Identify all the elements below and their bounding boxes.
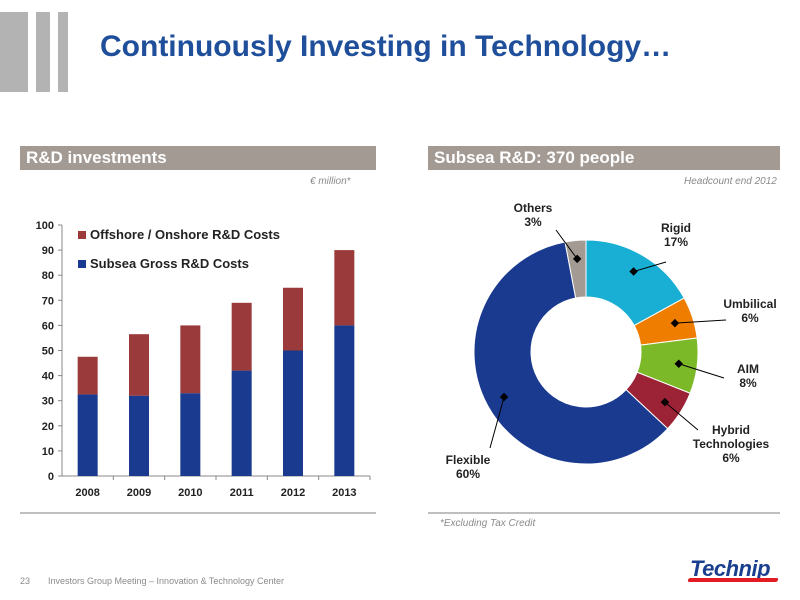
x-tick-label: 2012 (281, 487, 305, 499)
donut-slice (473, 241, 669, 465)
legend-swatch (78, 231, 86, 239)
bar-segment (231, 302, 252, 371)
slice-percent-label: 8% (739, 376, 757, 390)
bar-segment (283, 287, 303, 351)
bar-segment (283, 350, 303, 476)
slice-label: Others (514, 201, 553, 215)
bar-segment (334, 325, 355, 476)
leader-line (678, 363, 725, 379)
slice-percent-label: 6% (722, 451, 740, 465)
header-decoration-bar (36, 12, 50, 92)
leader-line (664, 401, 699, 431)
leader-line (489, 396, 505, 449)
slice-percent-label: 17% (664, 235, 688, 249)
slice-label: AIM (737, 362, 759, 376)
legend-label: Offshore / Onshore R&D Costs (90, 227, 280, 242)
y-tick-label: 20 (42, 421, 54, 433)
bar-segment (231, 370, 252, 476)
y-tick-label: 0 (48, 471, 54, 483)
y-tick-label: 80 (42, 270, 54, 282)
right-panel-divider (428, 512, 780, 514)
slice-label: Rigid (661, 221, 691, 235)
slice-percent-label: 60% (456, 467, 480, 481)
bar-segment (180, 325, 201, 394)
legend-label: Subsea Gross R&D Costs (90, 256, 249, 271)
y-tick-label: 40 (42, 371, 54, 383)
slice-label: Technologies (693, 437, 770, 451)
subsea-rd-header: Subsea R&D: 370 people (428, 146, 780, 170)
x-tick-label: 2013 (332, 487, 356, 499)
y-tick-label: 60 (42, 320, 54, 332)
bar-segment (180, 393, 201, 476)
page-title: Continuously Investing in Technology… (100, 30, 672, 63)
y-tick-label: 90 (42, 245, 54, 257)
y-tick-label: 30 (42, 396, 54, 408)
headcount-note: Headcount end 2012 (684, 176, 777, 187)
donut-slice (564, 239, 587, 299)
header-decoration-bar (0, 12, 28, 92)
leader-marker (629, 267, 638, 276)
bar-segment (129, 395, 149, 476)
x-tick-label: 2009 (127, 487, 151, 499)
leader-marker (674, 359, 684, 368)
logo-swoosh-icon (687, 578, 779, 582)
leader-line (555, 229, 578, 260)
unit-note: € million* (310, 176, 351, 187)
page-number: 23 (20, 576, 31, 586)
y-tick-label: 50 (42, 346, 54, 358)
bar-segment (77, 356, 98, 395)
y-tick-label: 10 (42, 446, 54, 458)
slice-label: Umbilical (723, 297, 776, 311)
subsea-rd-donut-chart: Rigid17%Umbilical6%AIM8%HybridTechnologi… (446, 201, 777, 481)
leader-marker (670, 318, 680, 328)
legend-swatch (78, 260, 86, 268)
x-tick-label: 2010 (178, 487, 202, 499)
x-tick-label: 2008 (75, 487, 99, 499)
technip-logo: Technip (687, 552, 784, 586)
y-tick-label: 70 (42, 295, 54, 307)
bar-segment (129, 334, 149, 396)
bar-segment (77, 394, 98, 476)
y-tick-label: 100 (36, 220, 54, 232)
rd-investments-header: R&D investments (20, 146, 376, 170)
leader-line (633, 261, 667, 273)
slice-label: Hybrid (712, 423, 750, 437)
logo-wordmark: Technip (690, 556, 771, 581)
leader-marker (660, 397, 670, 407)
slice-percent-label: 3% (524, 215, 542, 229)
slice-label: Flexible (446, 453, 491, 467)
slice-percent-label: 6% (741, 311, 759, 325)
header-decoration-bar (58, 12, 68, 92)
footer-text: Investors Group Meeting – Innovation & T… (48, 576, 284, 586)
leader-marker (499, 392, 509, 402)
tax-credit-footnote: *Excluding Tax Credit (440, 518, 536, 529)
x-tick-label: 2011 (230, 487, 254, 499)
leader-line (674, 319, 727, 324)
bar-segment (334, 250, 355, 326)
rd-investment-bar-chart: 0 10 20 30 40 50 60 70 80 90 100 2008 2009 2010 2011 20… (36, 220, 371, 499)
left-panel-divider (20, 512, 376, 514)
